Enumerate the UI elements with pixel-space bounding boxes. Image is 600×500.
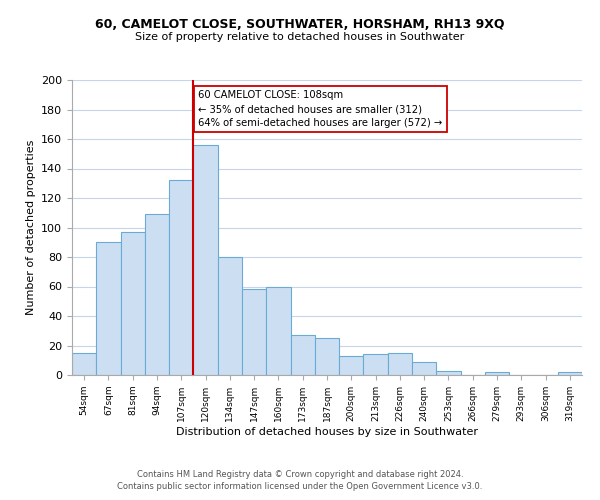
Bar [485,372,509,375]
X-axis label: Distribution of detached houses by size in Southwater: Distribution of detached houses by size … [176,426,478,436]
Bar [242,290,266,375]
Bar [72,353,96,375]
Text: Contains public sector information licensed under the Open Government Licence v3: Contains public sector information licen… [118,482,482,491]
Bar [193,145,218,375]
Text: Contains HM Land Registry data © Crown copyright and database right 2024.: Contains HM Land Registry data © Crown c… [137,470,463,479]
Bar [558,372,582,375]
Bar [145,214,169,375]
Bar [364,354,388,375]
Bar [218,257,242,375]
Text: Size of property relative to detached houses in Southwater: Size of property relative to detached ho… [136,32,464,42]
Bar [266,286,290,375]
Y-axis label: Number of detached properties: Number of detached properties [26,140,35,315]
Text: 60 CAMELOT CLOSE: 108sqm
← 35% of detached houses are smaller (312)
64% of semi-: 60 CAMELOT CLOSE: 108sqm ← 35% of detach… [198,90,443,128]
Bar [436,370,461,375]
Bar [290,335,315,375]
Bar [121,232,145,375]
Bar [388,353,412,375]
Bar [315,338,339,375]
Bar [412,362,436,375]
Bar [169,180,193,375]
Text: 60, CAMELOT CLOSE, SOUTHWATER, HORSHAM, RH13 9XQ: 60, CAMELOT CLOSE, SOUTHWATER, HORSHAM, … [95,18,505,30]
Bar [96,242,121,375]
Bar [339,356,364,375]
